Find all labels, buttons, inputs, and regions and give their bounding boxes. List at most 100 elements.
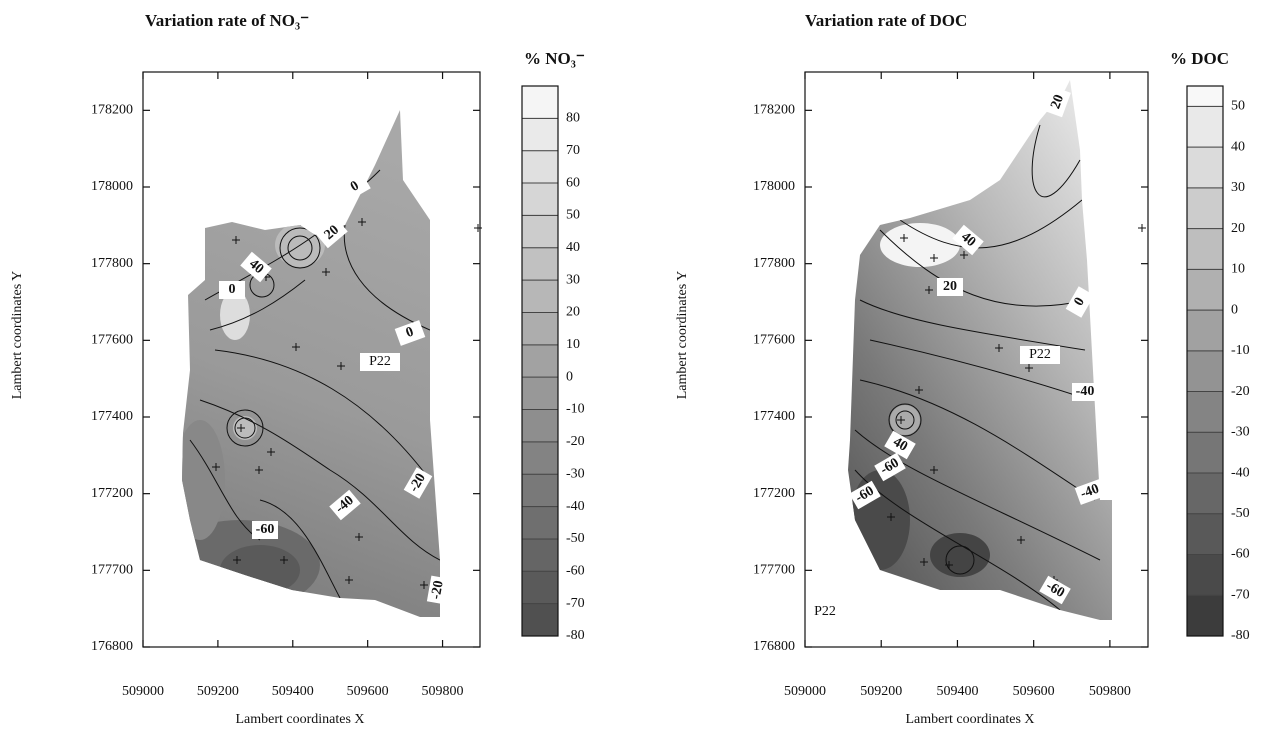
colorbar-tick-label: -60 [1231, 547, 1250, 562]
colorbar-band [521, 118, 559, 152]
colorbar-band [521, 473, 559, 507]
contour-label-text: 0 [229, 282, 236, 297]
contour-label: 0 [339, 172, 371, 202]
colorbar-tick-label: 50 [1231, 99, 1245, 114]
colorbar-band [1186, 472, 1224, 515]
colorbar-tick-label: 0 [566, 369, 573, 384]
contour-label-box [240, 251, 272, 283]
colorbar-tick-label: 40 [566, 240, 580, 255]
contour-label-box [1045, 86, 1071, 118]
colorbar-tick-label: -70 [566, 596, 585, 611]
colorbar-band [521, 182, 559, 216]
chart-title: Variation rate of NO₃⁻ [145, 11, 309, 30]
map-region [848, 80, 1112, 620]
contour-label-text: 0 [404, 324, 416, 340]
y-tick-label: 177700 [753, 563, 795, 578]
contour-label: -60 [874, 452, 906, 482]
y-tick-label: 177800 [91, 256, 133, 271]
colorbar-band [1186, 106, 1224, 148]
colorbar-band [521, 538, 559, 572]
contour-label: 40 [884, 430, 916, 460]
x-tick-label: 509200 [860, 684, 902, 699]
colorbar-band [521, 441, 559, 475]
colorbar-tick-label: -30 [1231, 425, 1250, 440]
y-tick-label: 177700 [91, 563, 133, 578]
colorbar-tick-label: 20 [1231, 221, 1245, 236]
annotation: P22 [369, 354, 391, 369]
annotation-box [360, 353, 400, 371]
contour-label: 20 [1045, 86, 1071, 118]
x-axis-label: Lambert coordinates X [905, 712, 1034, 727]
colorbar-band [1186, 309, 1224, 352]
colorbar-band [521, 150, 559, 184]
contour-label-box [426, 575, 450, 605]
x-tick-label: 509200 [197, 684, 239, 699]
contour-label: 40 [952, 224, 984, 256]
y-tick-label: 176800 [91, 639, 133, 654]
contour-label-text: -20 [429, 579, 447, 600]
y-axis-label: Lambert coordinates Y [10, 271, 25, 400]
contour-label-box [316, 217, 348, 249]
contour-label: -40 [1072, 383, 1098, 401]
colorbar-tick-label: -40 [566, 499, 585, 514]
contour-label-text: 40 [890, 435, 910, 455]
y-tick-label: 177600 [91, 333, 133, 348]
colorbar-band [1186, 391, 1224, 433]
sample-markers [212, 218, 1146, 589]
colorbar-band [1186, 146, 1224, 189]
colorbar-tick-label: 50 [566, 208, 580, 223]
colorbar-title: % NO₃⁻ [524, 49, 585, 68]
x-axis-label: Lambert coordinates X [235, 712, 364, 727]
colorbar-tick-label: 10 [566, 337, 580, 352]
map-region [182, 110, 440, 617]
contour-label: -60 [849, 480, 881, 510]
y-axis-label: Lambert coordinates Y [675, 271, 690, 400]
colorbar-tick-label: 30 [566, 272, 580, 287]
colorbar-band [521, 344, 559, 378]
contour-label-box [1039, 575, 1071, 605]
contour-label-box [403, 467, 433, 499]
contour-label-text: 20 [1048, 93, 1067, 111]
colorbar-tick-label: -10 [1231, 343, 1250, 358]
colorbar-tick-label: -10 [566, 402, 585, 417]
x-tick-label: 509000 [122, 684, 164, 699]
contour-label-box [874, 452, 906, 482]
contour-label-box [219, 281, 245, 299]
plot-frame [142, 71, 481, 648]
colorbar-tick-label: -40 [1231, 465, 1250, 480]
colorbar-frame [521, 85, 559, 637]
plot-frame [804, 71, 1149, 648]
contour-label-box [394, 320, 426, 346]
x-tick-label: 509400 [936, 684, 978, 699]
colorbar-tick-label: -50 [1231, 506, 1250, 521]
colorbar-band [521, 279, 559, 313]
contour-label: 20 [316, 217, 348, 249]
contour-label-box [329, 489, 361, 521]
colorbar-band [521, 376, 559, 410]
contour-label-box [252, 521, 278, 539]
colorbar-band [521, 85, 559, 119]
y-tick-label: 177400 [91, 409, 133, 424]
contour-label-box [1074, 479, 1106, 505]
colorbar-tick-label: -70 [1231, 587, 1250, 602]
x-tick-label: 509400 [272, 684, 314, 699]
colorbar-band [521, 409, 559, 443]
colorbar-band [1186, 85, 1224, 107]
contour-label-box [339, 172, 371, 202]
colorbar-band [1186, 554, 1224, 596]
colorbar-band [521, 506, 559, 540]
contour-label: 20 [937, 278, 963, 296]
colorbar-title: % DOC [1170, 49, 1229, 68]
colorbar-band [521, 570, 559, 604]
y-tick-label: 178200 [91, 103, 133, 118]
contour-label: 0 [394, 320, 426, 346]
colorbar-tick-label: 40 [1231, 139, 1245, 154]
colorbar-tick-label: 30 [1231, 180, 1245, 195]
colorbar-frame [1186, 85, 1224, 637]
x-tick-label: 509800 [1089, 684, 1131, 699]
colorbar-band [1186, 187, 1224, 229]
contour-label: -60 [1039, 575, 1071, 605]
y-tick-label: 177800 [753, 256, 795, 271]
contour-label-text: -40 [1076, 384, 1095, 399]
